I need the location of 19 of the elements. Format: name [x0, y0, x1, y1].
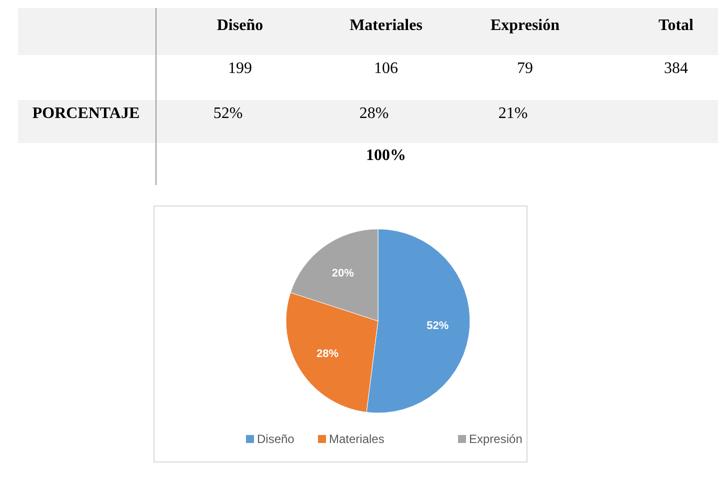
text: 21% [498, 105, 528, 122]
legend-label: Expresión [469, 432, 522, 446]
text: 28% [359, 105, 389, 122]
legend-label: Diseño [257, 432, 295, 446]
legend-label: Materiales [329, 432, 384, 446]
category-label: Expresión [490, 17, 560, 34]
category-label: Diseño [216, 17, 264, 34]
data-label: 52% [426, 320, 449, 332]
data-label: 28% [316, 348, 339, 360]
text: 79 [517, 60, 533, 77]
text: 100% [366, 147, 406, 164]
text: Total [658, 17, 694, 34]
text: PORCENTAJE [32, 105, 140, 122]
text: 52% [213, 105, 243, 122]
category-label: Materiales [350, 17, 422, 34]
text: 199 [228, 60, 252, 77]
text: 106 [374, 60, 398, 77]
text: 384 [664, 60, 688, 77]
data-label: 20% [332, 268, 354, 280]
